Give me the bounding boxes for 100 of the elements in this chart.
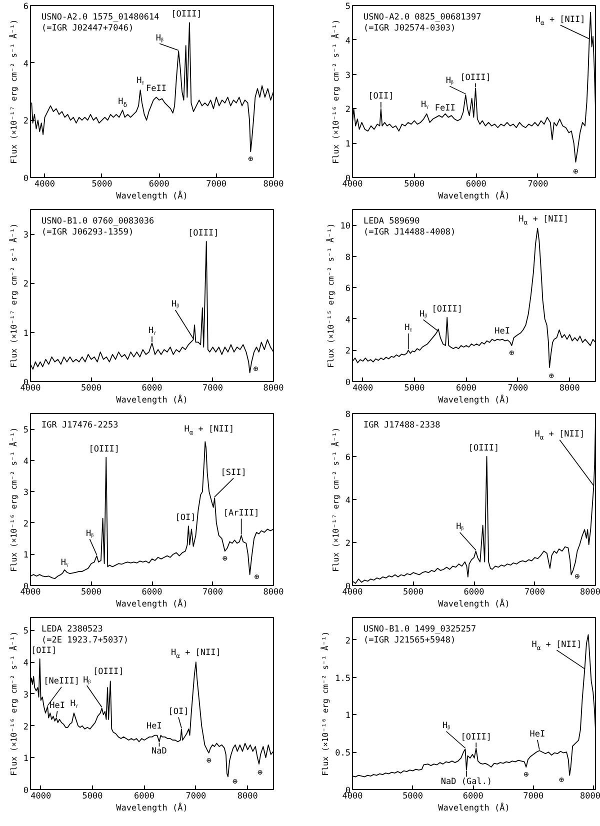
annotation: [SII] bbox=[220, 468, 246, 478]
annotation: ⊕ bbox=[254, 572, 260, 583]
y-tick-label: 2 bbox=[23, 722, 29, 732]
annotation: HeI bbox=[530, 730, 546, 740]
annotation: [OIII] bbox=[93, 667, 124, 678]
annotation: ⊕ bbox=[548, 371, 554, 382]
x-tick-label: 5000 bbox=[92, 180, 112, 190]
x-tick-label: 7000 bbox=[206, 180, 227, 190]
x-tick-label: 5000 bbox=[403, 588, 424, 598]
y-tick-label: 3 bbox=[23, 230, 29, 241]
annotation: Hᵦ bbox=[172, 300, 180, 310]
y-axis-title: Flux (×10⁻¹⁷ erg cm⁻² s⁻¹ Å⁻¹) bbox=[8, 223, 18, 368]
y-tick-label: 2 bbox=[345, 105, 351, 116]
annotation: ⊕ bbox=[257, 768, 263, 778]
x-tick-label: 6000 bbox=[134, 792, 154, 802]
annotation: [OII] bbox=[368, 92, 394, 102]
y-tick-label: 10 bbox=[340, 222, 351, 232]
annotation: HeI bbox=[50, 700, 66, 711]
x-tick-label: 5000 bbox=[81, 588, 102, 598]
annotation: [OIII] bbox=[188, 228, 219, 238]
annotation: [OIII] bbox=[460, 732, 492, 742]
y-tick-label: 3 bbox=[23, 488, 29, 498]
y-tick-label: 1.5 bbox=[335, 674, 351, 684]
x-tick-label: 6000 bbox=[466, 180, 486, 190]
annotation: ⊕ bbox=[253, 364, 258, 375]
y-tick-label: 2 bbox=[345, 539, 351, 549]
x-tick-label: 4000 bbox=[34, 180, 56, 190]
annotation: Hᵦ bbox=[83, 675, 92, 686]
x-tick-label: 8000 bbox=[580, 588, 600, 598]
y-tick-label: 5 bbox=[23, 426, 29, 436]
y-tick-label: 2 bbox=[345, 346, 351, 357]
annotation: Hᵧ bbox=[60, 558, 69, 568]
annotation: [OIII] bbox=[432, 304, 462, 314]
annotation: NaD (Gal.) bbox=[440, 777, 492, 788]
x-tick-label: 8000 bbox=[580, 792, 600, 802]
y-axis-title: Flux (×10⁻¹⁶ erg cm⁻² s⁻¹ Å⁻¹) bbox=[8, 631, 18, 776]
annotation: ⊕ bbox=[206, 756, 212, 766]
y-tick-label: 0.5 bbox=[335, 748, 351, 759]
y-tick-label: 4 bbox=[23, 456, 29, 467]
annotation: ⊕ bbox=[559, 775, 564, 786]
annotation: Hᵧ bbox=[70, 699, 78, 710]
text: USNO-B1.0 0760_0083036 bbox=[42, 216, 154, 226]
x-tick-label: 8000 bbox=[237, 792, 258, 802]
x-tick-label: 7000 bbox=[524, 588, 545, 598]
y-tick-label: 4 bbox=[345, 315, 351, 326]
annotation: Hᵦ bbox=[420, 309, 428, 320]
y-tick-label: 4 bbox=[23, 658, 29, 669]
annotation: Hᵦ bbox=[456, 522, 464, 532]
text: (=2E 1923.7+5037) bbox=[42, 636, 128, 646]
y-tick-label: 4 bbox=[345, 496, 351, 506]
annotation: [OIII] bbox=[468, 444, 500, 454]
y-tick-label: 2 bbox=[23, 519, 29, 530]
annotation: HeI bbox=[494, 326, 510, 336]
annotation: [OI] bbox=[175, 513, 196, 524]
y-tick-label: 0 bbox=[23, 174, 29, 184]
annotation: ⊕ bbox=[232, 776, 238, 787]
y-tick-label: 1 bbox=[23, 550, 29, 561]
y-tick-label: 2 bbox=[23, 280, 29, 290]
annotation: Hᵧ bbox=[148, 326, 156, 336]
text: LEDA 589690 bbox=[364, 216, 420, 226]
x-axis-title: Wavelength (Å) bbox=[438, 802, 510, 814]
y-tick-label: 2 bbox=[345, 636, 351, 646]
x-axis-title: Wavelength (Å) bbox=[116, 598, 188, 610]
text: (=IGR J02574-0303) bbox=[364, 24, 456, 34]
y-tick-label: 8 bbox=[345, 410, 351, 420]
text: (=IGR J02447+7046) bbox=[42, 24, 134, 34]
annotation: FeII bbox=[146, 84, 167, 94]
annotation: [OIII] bbox=[460, 73, 491, 84]
text: (=IGR J21565+5948) bbox=[364, 636, 456, 646]
y-tick-label: 5 bbox=[345, 2, 351, 12]
annotation: ⊕ bbox=[248, 154, 254, 165]
x-tick-label: 6000 bbox=[456, 384, 476, 394]
y-tick-label: 6 bbox=[345, 453, 351, 463]
annotation: [ArIII] bbox=[223, 508, 260, 518]
annotation: [OIII] bbox=[88, 444, 120, 454]
annotation: ⊕ bbox=[524, 770, 529, 780]
y-tick-label: 8 bbox=[345, 252, 351, 263]
annotation: ⊕ bbox=[573, 167, 578, 178]
x-axis-title: Wavelength (Å) bbox=[438, 598, 510, 610]
x-tick-label: 4000 bbox=[352, 384, 374, 394]
annotation: [OIII] bbox=[171, 10, 202, 20]
x-tick-label: 7000 bbox=[186, 792, 206, 802]
x-tick-label: 8000 bbox=[263, 588, 284, 598]
text: (=IGR J06293-1359) bbox=[42, 228, 134, 238]
annotation: Hᵦ bbox=[446, 76, 454, 86]
y-tick-label: 0 bbox=[345, 378, 351, 388]
x-tick-label: 8000 bbox=[263, 180, 284, 190]
y-axis-title: Flux (×10⁻¹⁷ erg cm⁻² s⁻¹ Å⁻¹) bbox=[330, 427, 340, 572]
annotation: FeII bbox=[434, 103, 456, 114]
annotation: Hᵦ bbox=[442, 721, 451, 732]
annotation: [OI] bbox=[168, 706, 189, 717]
x-tick-label: 7000 bbox=[528, 180, 548, 190]
x-tick-label: 7000 bbox=[508, 384, 528, 394]
x-tick-label: 5000 bbox=[82, 792, 103, 802]
x-tick-label: 5000 bbox=[404, 180, 425, 190]
x-axis-title: Wavelength (Å) bbox=[438, 190, 510, 202]
text: IGR J17476-2253 bbox=[42, 420, 118, 430]
x-axis-title: Wavelength (Å) bbox=[116, 394, 188, 406]
y-tick-label: 3 bbox=[23, 690, 29, 700]
annotation: Hᵦ bbox=[86, 528, 94, 539]
